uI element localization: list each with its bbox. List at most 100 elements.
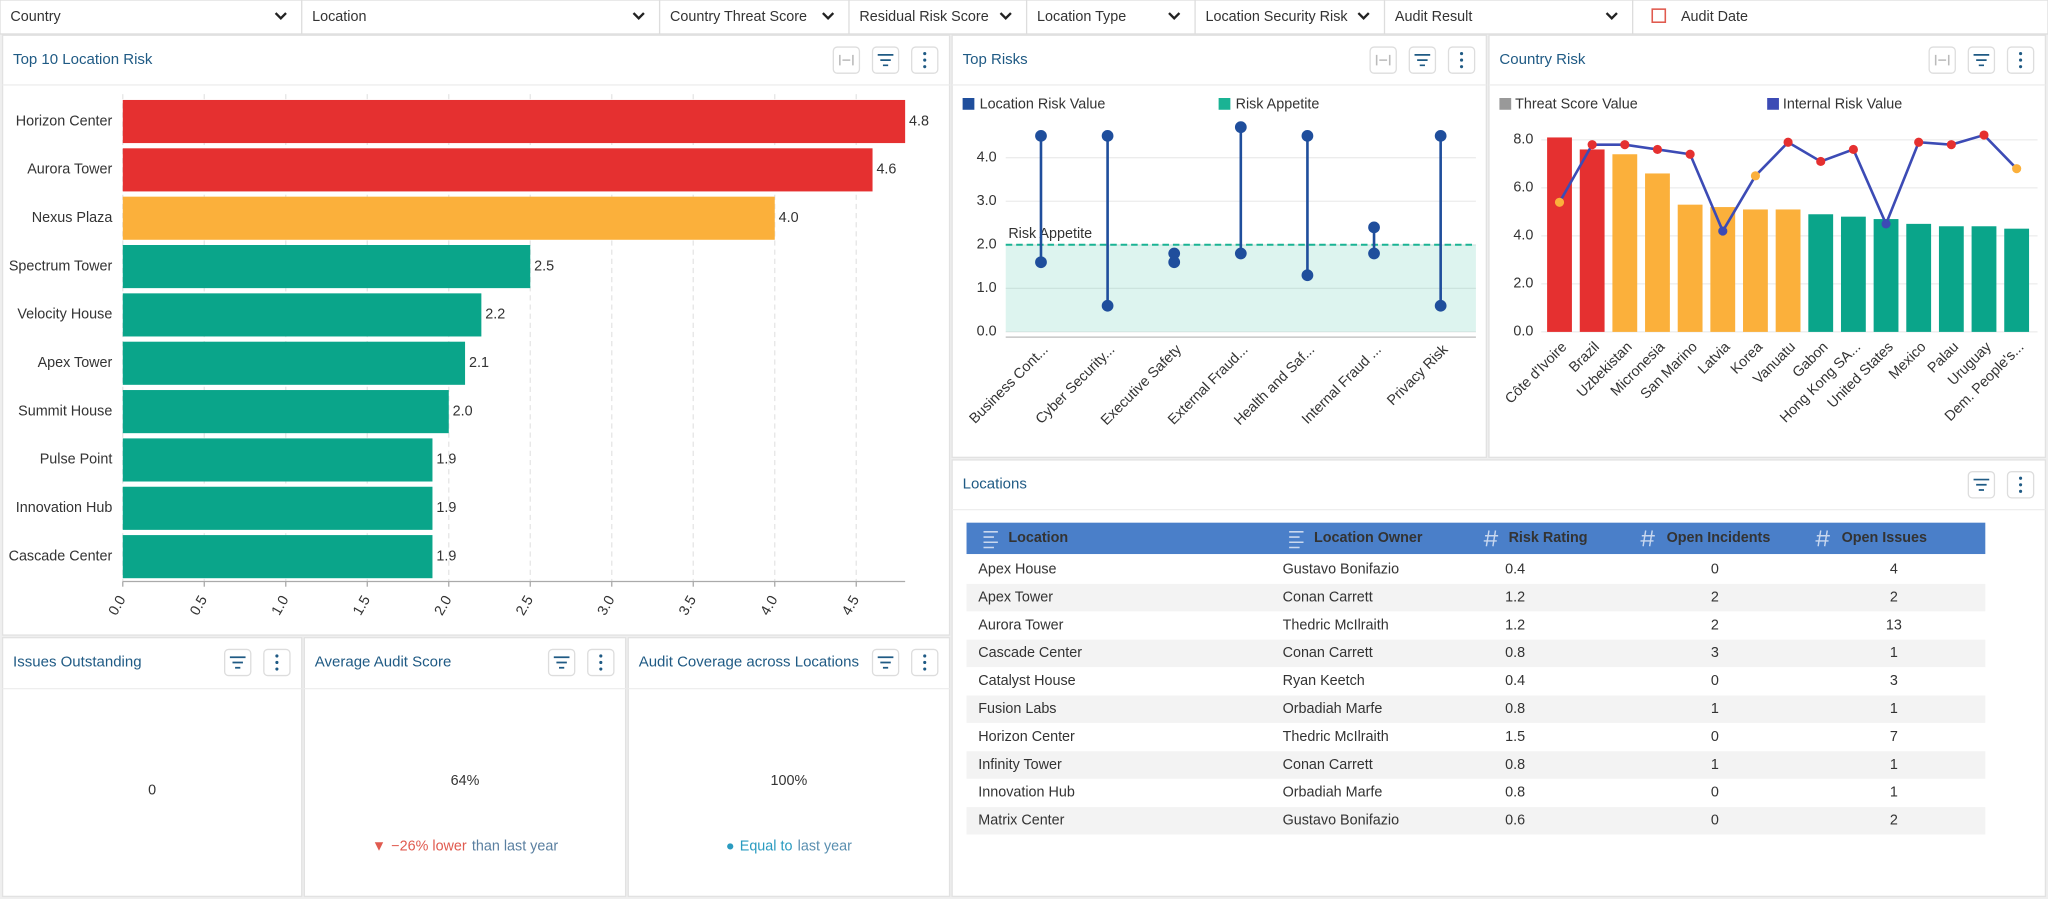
menu-dot <box>2019 477 2022 480</box>
dumbbell-low <box>1235 248 1247 260</box>
filter-button[interactable] <box>549 649 575 675</box>
menu-button[interactable] <box>588 649 614 675</box>
table-cell: 2 <box>1890 813 1898 829</box>
menu-button[interactable] <box>2008 47 2034 73</box>
menu-dot <box>2019 52 2022 55</box>
bar <box>123 487 433 530</box>
dumbbell-high <box>1435 130 1447 142</box>
menu-dot <box>1460 59 1463 62</box>
panel-frame <box>304 638 625 897</box>
filter-button[interactable] <box>225 649 251 675</box>
row-stripe <box>967 695 1986 722</box>
table-cell: 3 <box>1890 673 1898 689</box>
table-cell: 0 <box>1711 813 1719 829</box>
value-label: 2.0 <box>453 403 473 419</box>
y-tick-label: 8.0 <box>1513 132 1533 148</box>
change-comparison: than last year <box>472 839 558 855</box>
menu-button[interactable] <box>912 47 938 73</box>
table-cell: Thedric McIlraith <box>1283 617 1389 633</box>
y-tick-label: 2.0 <box>1513 276 1533 292</box>
menu-dot <box>2019 490 2022 493</box>
row-stripe <box>967 751 1986 778</box>
line-point <box>1947 140 1956 149</box>
y-tick-label: Aurora Tower <box>27 162 112 178</box>
panel-title: Issues Outstanding <box>13 653 142 670</box>
y-tick-label: Innovation Hub <box>16 500 113 516</box>
dumbbell-high <box>1168 248 1180 260</box>
menu-dot <box>2019 65 2022 68</box>
panel: Top RisksLocation Risk ValueRisk Appetit… <box>952 35 1486 457</box>
column-header[interactable]: Location Owner <box>1314 530 1423 546</box>
bar <box>123 438 433 481</box>
value-label: 2.1 <box>469 355 489 371</box>
bar <box>1776 209 1801 331</box>
filter-button[interactable] <box>872 649 898 675</box>
line-point <box>1620 140 1629 149</box>
y-tick-label: Velocity House <box>17 307 112 323</box>
change-comparison: last year <box>798 839 852 855</box>
bar <box>123 100 905 143</box>
column-header[interactable]: Location <box>1008 530 1068 546</box>
change-text: −26% lower <box>391 839 467 855</box>
menu-button[interactable] <box>264 649 290 675</box>
table-cell: 1.2 <box>1505 617 1525 633</box>
y-tick-label: 4.0 <box>1513 228 1533 244</box>
table-cell: 1.2 <box>1505 589 1525 605</box>
row-stripe <box>967 584 1986 611</box>
menu-dot <box>275 654 278 657</box>
legend-swatch <box>1219 98 1231 110</box>
filter-button[interactable] <box>872 47 898 73</box>
bar <box>123 342 465 385</box>
line-point <box>1686 150 1695 159</box>
table-cell: 0.6 <box>1505 813 1525 829</box>
expand-button[interactable] <box>1929 47 1955 73</box>
bar <box>1874 219 1899 332</box>
table-cell: 0.4 <box>1505 673 1525 689</box>
kpi-change: ▼−26% lowerthan last year <box>372 839 558 855</box>
menu-dot <box>923 52 926 55</box>
table-cell: Horizon Center <box>978 729 1075 745</box>
table-cell: 1 <box>1890 757 1898 773</box>
table-cell: Aurora Tower <box>978 617 1063 633</box>
menu-button[interactable] <box>912 649 938 675</box>
table-header <box>967 523 1986 554</box>
kpi-value: 0 <box>148 782 156 798</box>
menu-button[interactable] <box>2008 472 2034 498</box>
panel: Issues Outstanding 0 <box>3 638 302 897</box>
dumbbell-low <box>1302 269 1314 281</box>
filter-button[interactable] <box>1968 47 1994 73</box>
table-cell: Ryan Keetch <box>1283 673 1365 689</box>
menu-button[interactable] <box>1448 47 1474 73</box>
y-tick-label: 0.0 <box>1513 324 1533 340</box>
kpi-value: 100% <box>771 773 808 789</box>
table-cell: Cascade Center <box>978 645 1082 661</box>
expand-button[interactable] <box>1370 47 1396 73</box>
menu-dot <box>599 654 602 657</box>
legend-label: Internal Risk Value <box>1783 96 1902 112</box>
dumbbell-low <box>1102 300 1114 312</box>
column-header[interactable]: Open Issues <box>1842 530 1927 546</box>
column-header[interactable]: Risk Rating <box>1509 530 1588 546</box>
filter-label: Residual Risk Score <box>859 9 988 25</box>
table-cell: Gustavo Bonifazio <box>1283 813 1400 829</box>
value-label: 4.0 <box>779 210 799 226</box>
y-tick-label: Nexus Plaza <box>32 210 113 226</box>
column-header[interactable]: Open Incidents <box>1667 530 1771 546</box>
table-cell: 2 <box>1711 589 1719 605</box>
table-cell: Apex Tower <box>978 589 1053 605</box>
table-cell: Gustavo Bonifazio <box>1283 562 1400 578</box>
table-cell: 4 <box>1890 562 1898 578</box>
table-cell: 3 <box>1711 645 1719 661</box>
filter-button[interactable] <box>1968 472 1994 498</box>
y-tick-label: Summit House <box>18 403 112 419</box>
filter-label: Country <box>10 9 61 25</box>
dumbbell-high <box>1368 221 1380 233</box>
y-tick-label: 2.0 <box>977 237 997 253</box>
bar <box>1808 214 1833 332</box>
filter-button[interactable] <box>1409 47 1435 73</box>
legend-swatch <box>1499 98 1511 110</box>
expand-button[interactable] <box>833 47 859 73</box>
y-tick-label: Apex Tower <box>38 355 113 371</box>
value-label: 2.2 <box>485 307 505 323</box>
